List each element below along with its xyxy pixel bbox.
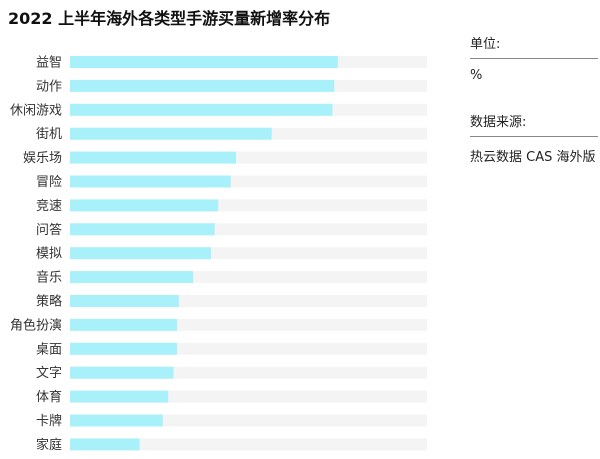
bar — [70, 103, 333, 116]
bar — [70, 271, 194, 284]
bar — [70, 175, 231, 188]
source-label: 数据来源: — [470, 115, 527, 130]
source-divider — [470, 136, 598, 137]
category-label: 文字 — [36, 366, 62, 381]
category-label: 体育 — [36, 389, 62, 405]
category-label: 休闲游戏 — [10, 103, 62, 118]
bar — [70, 295, 179, 307]
bar — [70, 79, 335, 92]
category-label: 动作 — [36, 79, 62, 94]
bar-track — [70, 438, 427, 451]
category-label: 冒险 — [36, 175, 62, 190]
bar — [70, 366, 174, 379]
category-label: 模拟 — [36, 247, 62, 262]
category-label: 街机 — [36, 127, 62, 142]
bar — [70, 223, 215, 236]
source-value: 热云数据 CAS 海外版 — [470, 150, 596, 165]
bar — [70, 318, 178, 331]
bar — [70, 247, 211, 260]
category-label: 竞速 — [36, 198, 62, 214]
source-block: 数据来源: 热云数据 CAS 海外版 — [470, 111, 598, 165]
bar — [70, 438, 140, 451]
category-label: 策略 — [36, 294, 62, 310]
category-label: 娱乐场 — [23, 151, 62, 166]
category-label: 问答 — [36, 222, 62, 238]
unit-block: 单位: % — [470, 33, 598, 83]
bar — [70, 151, 236, 164]
unit-value: % — [470, 68, 483, 83]
bar — [70, 127, 272, 140]
category-label: 家庭 — [36, 437, 62, 453]
category-label: 益智 — [36, 56, 62, 71]
unit-label: 单位: — [470, 37, 501, 52]
bar — [70, 414, 163, 427]
bar — [70, 199, 219, 212]
chart-title: 2022 上半年海外各类型手游买量新增率分布 — [8, 9, 331, 28]
category-label: 角色扮演 — [10, 317, 62, 333]
bar — [70, 390, 169, 403]
bar — [70, 342, 178, 355]
category-label: 卡牌 — [36, 413, 62, 429]
category-label: 桌面 — [36, 342, 62, 357]
category-label: 音乐 — [36, 270, 62, 286]
unit-divider — [470, 58, 598, 59]
bar — [70, 56, 338, 68]
